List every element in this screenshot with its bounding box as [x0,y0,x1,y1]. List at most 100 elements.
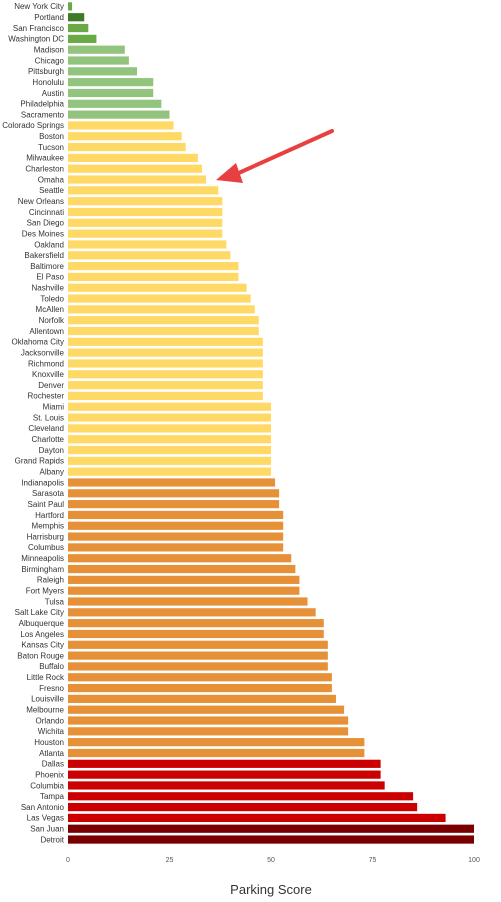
bar [68,67,138,76]
category-label: Wichita [38,727,65,736]
bar [68,153,198,162]
category-label: Little Rock [27,673,65,682]
bar [68,283,247,292]
bar [68,640,328,649]
bar [68,770,381,779]
category-label: Seattle [39,186,64,195]
category-label: Phoenix [35,770,64,779]
bar [68,326,259,336]
bar [68,575,300,584]
bar [68,586,300,595]
category-label: Milwaukee [26,154,64,163]
bar [68,651,328,660]
category-label: Colorado Springs [2,121,64,130]
bar [68,142,186,152]
bar [68,694,336,703]
category-label: Chicago [35,56,65,65]
category-label: Tampa [40,792,65,801]
category-label: Pittsburgh [28,67,64,76]
category-label: Sarasota [32,489,65,498]
bar [68,337,263,346]
category-label: Denver [38,381,64,390]
category-label: Bakersfield [24,251,64,260]
bar [68,45,125,54]
bar [68,121,174,130]
bar [68,261,239,271]
bar [68,683,332,693]
category-label: Albany [40,467,64,476]
bar [68,348,263,357]
category-label: Los Angeles [20,630,64,639]
category-label: San Juan [30,825,64,834]
x-axis-ticks: 0 25 50 75 100 [66,857,480,864]
category-label: Nashville [32,284,65,293]
bar [68,359,263,368]
x-tick-label: 50 [267,857,275,864]
category-label: El Paso [36,273,64,282]
bar [68,2,73,11]
bar [68,824,474,833]
bar [68,564,296,574]
bar [68,78,154,87]
bar [68,705,345,714]
category-label: Oklahoma City [12,338,64,347]
arrow-head [216,163,243,183]
bar [68,759,381,768]
category-label: Detroit [40,835,64,844]
category-label: Boston [39,132,64,141]
bar [68,391,263,401]
bar [68,802,418,812]
bar [68,445,271,455]
category-label: Dayton [39,446,64,455]
category-label: Austin [42,89,64,98]
bar [68,478,276,487]
bar [68,370,263,379]
bar [68,240,227,249]
category-label: San Diego [27,219,65,228]
x-tick-label: 100 [468,857,480,864]
category-label: Oakland [34,240,64,249]
category-label: Allentown [29,327,64,336]
category-label: Knoxville [32,370,65,379]
bar [68,662,328,671]
category-label: Portland [34,13,64,22]
bar [68,835,474,844]
category-label: Richmond [28,359,64,368]
category-label: Columbus [28,543,64,552]
bar [68,489,280,498]
category-label: Toledo [40,294,64,303]
category-label: Tucson [38,143,64,152]
bar [68,813,446,823]
bar [68,781,385,790]
category-label: Harrisburg [27,532,64,541]
arrow-shaft [230,129,334,178]
bar [68,792,414,801]
category-label: Cincinnati [29,208,64,217]
category-label: Minneapolis [21,554,64,563]
category-label: Houston [34,738,64,747]
bar [68,88,154,98]
bar [68,132,182,141]
bar [68,521,284,530]
bar [68,673,332,682]
category-label: Saint Paul [28,500,65,509]
category-label: New York City [14,2,64,11]
category-label: Fort Myers [26,586,64,595]
x-tick-label: 25 [166,857,174,864]
bar [68,381,263,390]
bars-layer [68,2,474,844]
category-label: Memphis [32,522,64,531]
category-label: Louisville [31,695,64,704]
bar [68,716,349,725]
category-label: Omaha [38,175,65,184]
category-label: Fresno [39,684,64,693]
bar [68,608,316,617]
bar [68,34,97,43]
category-label: Charlotte [32,435,65,444]
x-axis-title: Parking Score [230,882,312,897]
category-label: Dallas [42,760,64,769]
category-label: Baton Rouge [17,651,64,660]
bar [68,597,308,606]
